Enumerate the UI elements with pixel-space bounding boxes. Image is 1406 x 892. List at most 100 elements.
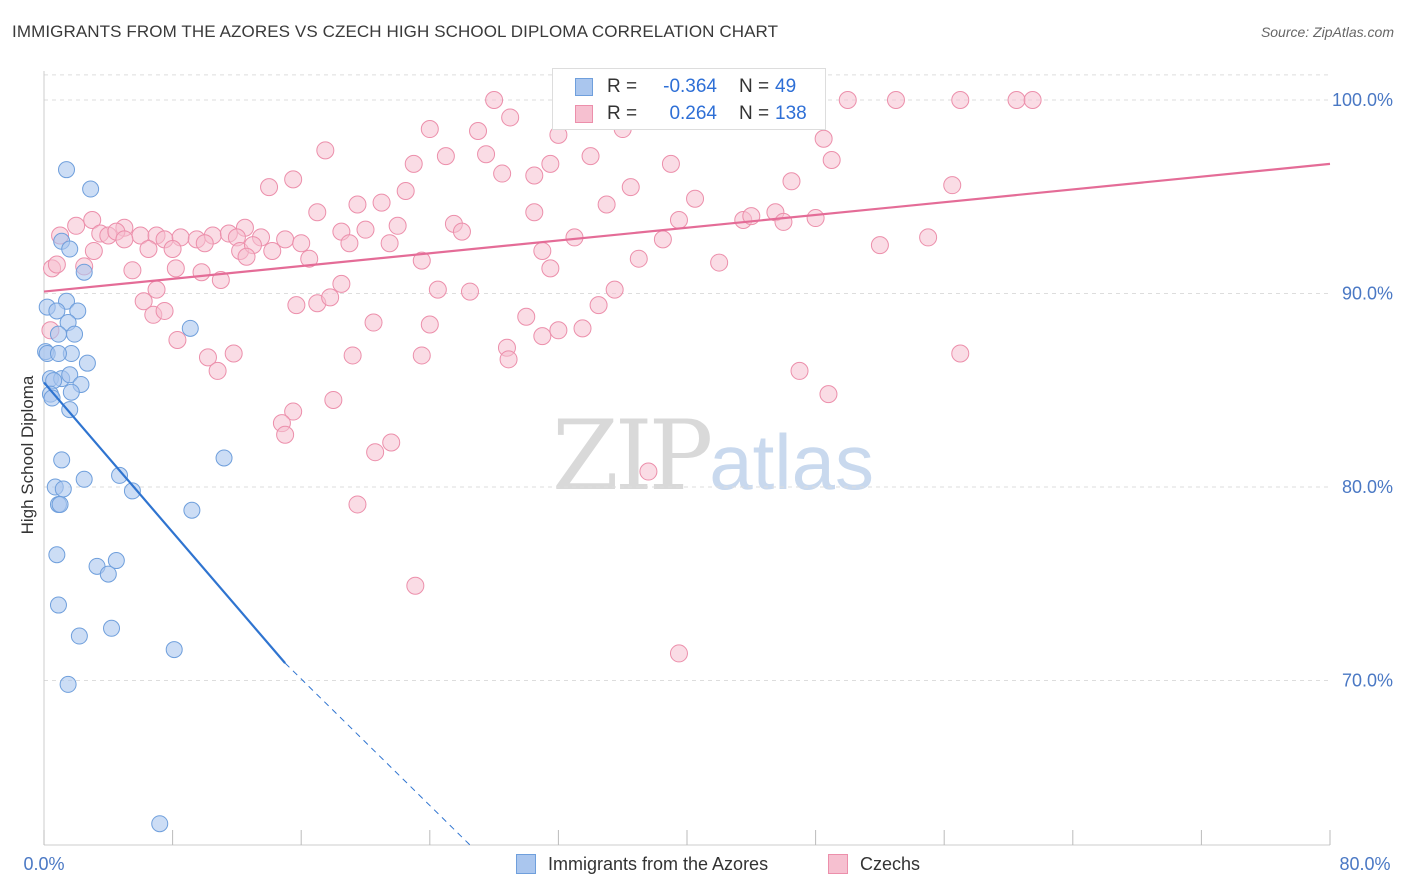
azores-point bbox=[123, 482, 141, 500]
azores-point bbox=[48, 546, 66, 564]
czechs-point bbox=[428, 280, 447, 299]
legend-r-label: R = bbox=[607, 103, 638, 124]
czechs-point bbox=[541, 154, 560, 173]
czechs-point bbox=[382, 433, 401, 452]
czechs-point bbox=[639, 462, 658, 481]
czechs-point bbox=[340, 234, 359, 253]
czechs-point bbox=[525, 166, 544, 185]
czechs-point bbox=[284, 402, 303, 421]
azores-point bbox=[61, 240, 79, 258]
legend-n-label: N = bbox=[739, 103, 770, 124]
azores-point bbox=[53, 451, 71, 469]
azores-point bbox=[111, 466, 129, 484]
czechs-point bbox=[166, 259, 185, 278]
czechs-point bbox=[485, 91, 504, 110]
czechs-point bbox=[388, 216, 407, 235]
czechs-point bbox=[669, 210, 688, 229]
azores-point bbox=[61, 366, 79, 384]
czechs-point bbox=[822, 151, 841, 170]
azores-point bbox=[99, 565, 117, 583]
legend-r-value: -0.364 bbox=[663, 76, 717, 97]
czechs-point bbox=[83, 210, 102, 229]
czechs-point bbox=[541, 259, 560, 278]
czechs-point bbox=[669, 644, 688, 663]
czechs-point bbox=[819, 385, 838, 404]
azores-point bbox=[75, 263, 93, 281]
czechs-point bbox=[782, 172, 801, 191]
czechs-points bbox=[41, 91, 1042, 663]
azores-point bbox=[215, 449, 233, 467]
azores-point bbox=[75, 470, 93, 488]
czechs-point bbox=[436, 147, 455, 166]
azores-point bbox=[51, 495, 69, 513]
legend-item-azores[interactable]: Immigrants from the Azores bbox=[516, 852, 768, 876]
czechs-point bbox=[287, 296, 306, 315]
azores-point bbox=[66, 325, 84, 343]
azores-legend-swatch bbox=[516, 854, 536, 874]
azores-point bbox=[82, 180, 100, 198]
czechs-point bbox=[621, 178, 640, 197]
czechs-point bbox=[951, 91, 970, 110]
czechs-point bbox=[343, 346, 362, 365]
czechs-point bbox=[300, 249, 319, 268]
czechs-point bbox=[469, 121, 488, 140]
czechs-point bbox=[1023, 91, 1042, 110]
czechs-point bbox=[163, 240, 182, 259]
czechs-point bbox=[237, 247, 256, 266]
czechs-point bbox=[686, 189, 705, 208]
azores-legend-label: Immigrants from the Azores bbox=[548, 853, 769, 874]
czechs-point bbox=[321, 288, 340, 307]
czechs-point bbox=[208, 361, 227, 380]
czechs-point bbox=[348, 495, 367, 514]
czechs-point bbox=[372, 193, 391, 212]
czechs-point bbox=[67, 216, 86, 235]
azores-point bbox=[165, 641, 183, 659]
azores-point bbox=[62, 383, 80, 401]
czechs-point bbox=[284, 170, 303, 189]
y-axis-label: High School Diploma bbox=[18, 375, 37, 534]
czechs-point bbox=[886, 91, 905, 110]
czechs-swatch bbox=[575, 105, 593, 123]
czechs-point bbox=[364, 313, 383, 332]
legend-r-value: 0.264 bbox=[669, 103, 717, 124]
czechs-point bbox=[629, 249, 648, 268]
czechs-point bbox=[260, 178, 279, 197]
czechs-point bbox=[653, 230, 672, 249]
azores-point bbox=[70, 627, 88, 645]
czechs-point bbox=[814, 129, 833, 148]
azores-point bbox=[49, 596, 67, 614]
czechs-point bbox=[420, 120, 439, 139]
czechs-legend-swatch bbox=[828, 854, 848, 874]
axes bbox=[43, 71, 1330, 846]
czechs-point bbox=[123, 261, 142, 280]
czechs-point bbox=[838, 91, 857, 110]
czechs-point bbox=[366, 443, 385, 462]
czechs-point bbox=[589, 296, 608, 315]
azores-point bbox=[78, 354, 96, 372]
source-label: Source: ZipAtlas.com bbox=[1260, 24, 1394, 40]
czechs-point bbox=[573, 319, 592, 338]
azores-point bbox=[59, 675, 77, 693]
azores-point bbox=[69, 302, 87, 320]
czechs-point bbox=[139, 240, 158, 259]
azores-point bbox=[183, 501, 201, 519]
azores-point bbox=[43, 389, 61, 407]
y-tick-label: 100.0% bbox=[1332, 90, 1393, 110]
legend-item-czechs[interactable]: Czechs bbox=[828, 852, 920, 876]
azores-trend-extension bbox=[284, 662, 471, 846]
czechs-point bbox=[308, 203, 327, 222]
legend-n-label: N = bbox=[739, 76, 770, 97]
legend-n-value: 138 bbox=[775, 103, 807, 124]
legend-r-label: R = bbox=[607, 76, 638, 97]
watermark: ZIPatlas bbox=[552, 400, 874, 512]
czechs-point bbox=[533, 241, 552, 260]
czechs-point bbox=[412, 346, 431, 365]
czechs-point bbox=[168, 330, 187, 349]
czechs-point bbox=[581, 147, 600, 166]
czechs-point bbox=[84, 241, 103, 260]
czechs-point bbox=[1007, 91, 1026, 110]
azores-point bbox=[151, 815, 169, 833]
czechs-point bbox=[332, 274, 351, 293]
czechs-point bbox=[396, 181, 415, 200]
